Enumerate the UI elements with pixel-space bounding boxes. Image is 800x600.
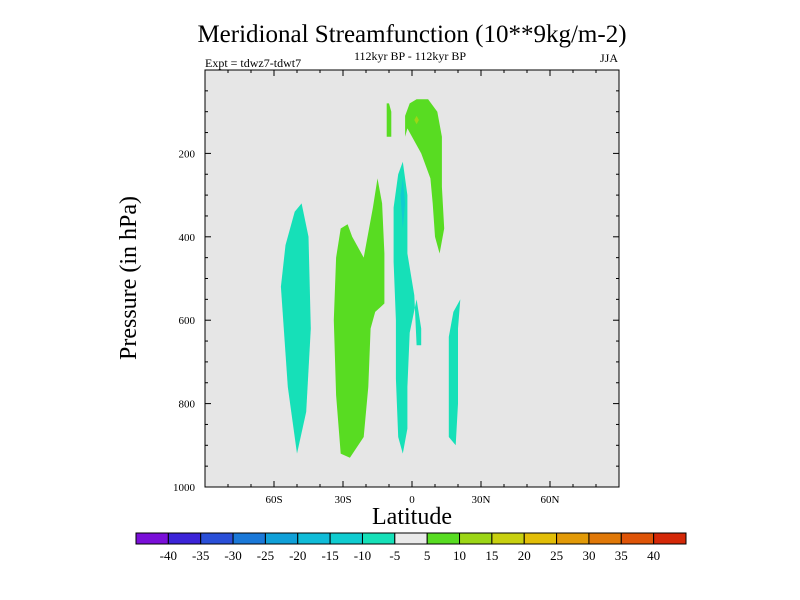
x-tick-label: 60N [541, 494, 560, 506]
colorbar-swatch [459, 532, 493, 545]
colorbar-label: -20 [289, 548, 306, 563]
colorbar-swatch [556, 532, 590, 545]
colorbar: -40 -35 -30 -25 -20 -15 -10 -5 5 10 15 20 25 30 35 40 [135, 532, 687, 563]
colorbar-label: -5 [389, 548, 400, 563]
colorbar-swatch [329, 532, 363, 545]
contour-region-cell-5s [393, 161, 422, 454]
y-tick-label: 200 [179, 148, 196, 160]
y-tick-label: 400 [179, 232, 196, 244]
colorbar-swatch [588, 532, 622, 545]
colorbar-swatch [491, 532, 525, 545]
x-tick-label: 30S [334, 494, 351, 506]
colorbar-swatch [426, 532, 461, 545]
contour-region-cell-55s [280, 203, 311, 454]
chart-subtitle: 112kyr BP - 112kyr BP [354, 49, 466, 63]
x-tick-label: 30N [472, 494, 491, 506]
colorbar-swatch [297, 532, 331, 545]
contour-region-cell-5s-core [400, 178, 406, 229]
colorbar-label: 10 [453, 548, 466, 563]
contour-region-cell-30s [333, 178, 385, 458]
y-tick-label: 1000 [173, 482, 196, 494]
colorbar-label: -15 [321, 548, 338, 563]
colorbar-swatch [653, 532, 687, 545]
x-axis-title: Latitude [372, 504, 452, 530]
colorbar-swatch [361, 532, 396, 545]
colorbar-label: -10 [354, 548, 371, 563]
colorbar-label: 40 [647, 548, 660, 563]
colorbar-label: -25 [257, 548, 274, 563]
colorbar-swatch [135, 532, 169, 545]
colorbar-label: 5 [424, 548, 431, 563]
x-tick-label: 0 [409, 494, 415, 506]
colorbar-swatch [232, 532, 266, 545]
y-tick-label: 600 [179, 315, 196, 327]
colorbar-swatch [167, 532, 202, 545]
contour-region-cell-upper-5n [405, 99, 445, 254]
colorbar-label: 30 [582, 548, 595, 563]
colorbar-swatch [523, 532, 558, 545]
colorbar-label: -30 [224, 548, 241, 563]
plot-area [205, 70, 619, 487]
chart-title: Meridional Streamfunction (10**9kg/m-2) [197, 21, 626, 48]
colorbar-swatch [264, 532, 299, 545]
colorbar-swatch [394, 532, 428, 545]
colorbar-label: -35 [192, 548, 209, 563]
contour-region-cell-upper-5n-core [414, 115, 419, 125]
colorbar-swatch [200, 532, 234, 545]
experiment-label: Expt = tdwz7-tdwt7 [205, 56, 301, 70]
x-tick-label: 60S [265, 494, 282, 506]
contour-regions [280, 99, 461, 458]
colorbar-swatch [620, 532, 655, 545]
contour-region-cell-upper-10s [386, 103, 392, 137]
colorbar-label: -40 [160, 548, 177, 563]
season-label: JJA [600, 51, 618, 65]
contour-region-cell-18n [448, 299, 461, 446]
colorbar-label: 35 [615, 548, 628, 563]
colorbar-label: 25 [550, 548, 563, 563]
y-axis-title: Pressure (in hPa) [116, 196, 142, 360]
axis-ticks: 60S 30S 0 30N 60N 200 400 600 800 1000 [173, 69, 620, 506]
colorbar-label: 20 [518, 548, 531, 563]
y-tick-label: 800 [179, 399, 196, 411]
colorbar-label: 15 [485, 548, 498, 563]
